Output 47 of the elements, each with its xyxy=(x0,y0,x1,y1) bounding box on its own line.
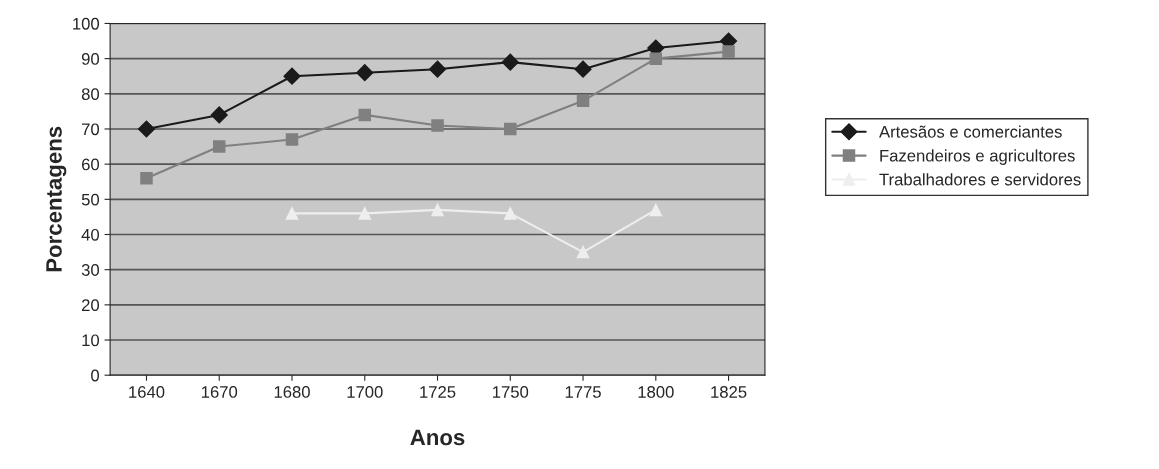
x-tick-label: 1825 xyxy=(711,386,747,398)
legend-label: Fazendeiros e agricultores xyxy=(880,149,1075,165)
point xyxy=(574,60,592,78)
x-axis-title: Anos xyxy=(410,429,465,446)
point xyxy=(358,207,372,220)
x-tick-label: 1725 xyxy=(420,386,456,398)
point xyxy=(576,245,590,259)
point xyxy=(212,140,226,153)
y-tick-label: 0 xyxy=(91,369,100,382)
y-axis-title: Porcentagens xyxy=(46,126,67,272)
point xyxy=(283,67,301,85)
point xyxy=(501,53,519,71)
y-tick-label: 80 xyxy=(81,88,100,100)
point xyxy=(504,122,517,136)
point xyxy=(428,60,447,78)
y-tick-label: 30 xyxy=(81,264,100,276)
point xyxy=(431,203,444,217)
y-tick-label: 20 xyxy=(81,299,100,312)
point xyxy=(504,207,517,220)
y-tick-label: 90 xyxy=(81,53,100,65)
point xyxy=(576,94,590,108)
x-tick-label: 1670 xyxy=(201,386,238,398)
y-tick-label: 50 xyxy=(81,193,100,206)
y-tick-label: 60 xyxy=(82,158,100,171)
legend-label: Trabalhadores e servidores xyxy=(879,173,1081,186)
y-tick-label: 40 xyxy=(81,228,100,241)
point xyxy=(137,120,156,138)
point xyxy=(140,171,153,185)
point xyxy=(722,45,735,58)
x-tick-label: 1800 xyxy=(638,386,674,398)
x-tick-label: 1700 xyxy=(347,386,383,398)
x-tick-label: 1640 xyxy=(129,386,165,398)
point xyxy=(649,52,663,65)
point xyxy=(356,64,374,82)
x-tick-label: 1750 xyxy=(493,386,529,398)
point xyxy=(649,203,663,217)
x-tick-label: 1680 xyxy=(274,386,310,398)
point xyxy=(431,119,444,132)
x-tick-label: 1775 xyxy=(565,386,601,398)
y-tick-label: 70 xyxy=(82,123,100,136)
point xyxy=(358,108,372,122)
legend-label: Artesãos e comerciantes xyxy=(879,125,1062,138)
y-tick-label: 10 xyxy=(82,334,100,347)
point xyxy=(210,106,228,124)
y-tick-label: 100 xyxy=(73,17,100,30)
point xyxy=(285,207,299,220)
point xyxy=(285,133,299,146)
